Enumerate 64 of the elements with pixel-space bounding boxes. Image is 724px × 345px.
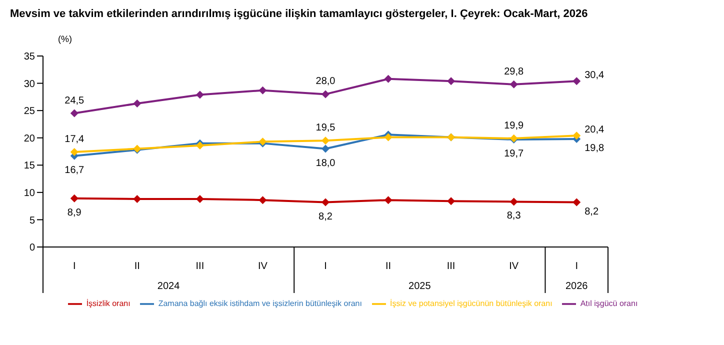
chart-title: Mevsim ve takvim etkilerinden arındırılmış işgücüne ilişkin tamamlayıcı göstergeler, I. Çeyrek: Ocak-Mart, 2026 bbox=[10, 8, 589, 20]
point bbox=[510, 198, 518, 206]
data-label: 8,2 bbox=[584, 206, 599, 218]
data-label: 20,4 bbox=[584, 124, 605, 136]
text: 2026 bbox=[565, 281, 588, 292]
legend-label: İşsiz ve potansiyel işgücünün bütünleşik oranı bbox=[390, 299, 552, 308]
data-label: 16,7 bbox=[64, 164, 85, 176]
point bbox=[70, 148, 78, 156]
point bbox=[384, 74, 392, 83]
data-label: 8,2 bbox=[318, 211, 333, 222]
data-label: 18,0 bbox=[316, 158, 336, 169]
point bbox=[322, 90, 330, 98]
y-tick-label: 25 bbox=[24, 106, 36, 118]
data-label: 19,7 bbox=[504, 148, 524, 160]
legend-label: Zamana bağlı eksik istihdam ve işsizlerin bütünleşik oranı bbox=[158, 299, 362, 308]
point bbox=[322, 198, 330, 206]
y-tick-label: 20 bbox=[24, 133, 36, 144]
text: 2024 bbox=[157, 281, 180, 292]
legend-label: İşsizlik oranı bbox=[86, 299, 130, 308]
x-tick-label: IV bbox=[509, 261, 519, 272]
data-label: 30,4 bbox=[584, 70, 605, 82]
point bbox=[70, 109, 78, 118]
point bbox=[572, 132, 581, 140]
point bbox=[258, 196, 267, 204]
data-label: 8,9 bbox=[67, 207, 82, 218]
data-label: 17,4 bbox=[64, 134, 85, 146]
point bbox=[510, 80, 518, 88]
point bbox=[572, 77, 581, 86]
point bbox=[133, 194, 142, 203]
point bbox=[384, 196, 392, 204]
y-tick-label: 30 bbox=[24, 78, 36, 90]
x-tick-label: II bbox=[134, 261, 140, 272]
point bbox=[384, 133, 392, 142]
point bbox=[572, 198, 581, 206]
data-label: 28,0 bbox=[316, 76, 336, 88]
y-tick-label: 15 bbox=[24, 160, 36, 172]
data-label: 8,3 bbox=[506, 210, 522, 222]
point bbox=[70, 194, 78, 202]
x-tick-label: III bbox=[196, 261, 204, 272]
x-tick-label: I bbox=[324, 261, 327, 272]
point bbox=[258, 86, 267, 94]
data-label: 19,5 bbox=[316, 122, 336, 134]
x-tick-label: III bbox=[446, 261, 456, 272]
y-tick-label: 35 bbox=[24, 52, 36, 63]
point bbox=[322, 144, 330, 153]
y-tick-label: 5 bbox=[29, 215, 36, 226]
point bbox=[322, 136, 330, 145]
legend-label: Atıl işgücü oranı bbox=[580, 299, 638, 308]
text: 2025 bbox=[408, 281, 432, 292]
x-tick-label: IV bbox=[258, 261, 268, 272]
point bbox=[133, 99, 142, 108]
y-tick-label: 10 bbox=[24, 188, 36, 199]
x-tick-label: II bbox=[385, 261, 392, 272]
point bbox=[447, 197, 456, 206]
data-label: 19,8 bbox=[584, 142, 605, 154]
point bbox=[196, 90, 204, 99]
y-axis-title: (%) bbox=[58, 34, 72, 44]
data-label: 19,9 bbox=[504, 120, 524, 132]
x-tick-label: I bbox=[73, 261, 76, 272]
data-label: 29,8 bbox=[504, 66, 524, 78]
data-label: 24,5 bbox=[64, 95, 85, 106]
x-tick-label: I bbox=[575, 261, 578, 272]
y-tick-label: 0 bbox=[29, 242, 36, 254]
point bbox=[447, 77, 456, 86]
